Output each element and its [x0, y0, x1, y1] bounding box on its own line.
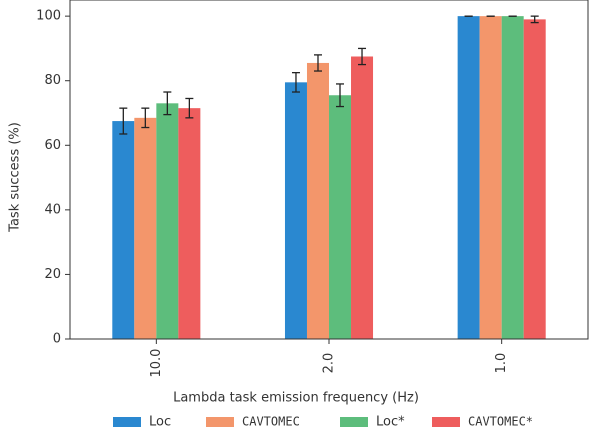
y-axis-label: Task success (%) [8, 122, 23, 233]
error-bar [185, 97, 194, 119]
y-tick-label: 100 [36, 9, 61, 24]
bar [306, 62, 329, 339]
legend-swatch [340, 417, 368, 427]
legend-swatch [113, 417, 141, 427]
x-axis-label: Lambda task emission frequency (Hz) [173, 391, 419, 406]
error-bar [291, 71, 300, 93]
error-bar [119, 107, 128, 135]
bar [134, 117, 157, 339]
error-bar [530, 15, 539, 24]
error-bar [336, 83, 345, 108]
bar [112, 121, 135, 339]
error-bar [313, 54, 322, 72]
bar [479, 16, 502, 340]
y-tick-label: 20 [44, 267, 61, 282]
error-bar [141, 107, 150, 129]
legend-label: CAVTOMEC* [468, 415, 533, 429]
bar [178, 108, 201, 340]
bar [523, 19, 546, 339]
bar [457, 16, 480, 340]
bar [156, 103, 179, 339]
y-tick-label: 60 [44, 138, 61, 153]
y-tick-label: 80 [44, 73, 61, 88]
x-tick-label: 2.0 [322, 353, 337, 374]
plot-frame [69, 0, 589, 340]
legend-swatch [432, 417, 460, 427]
y-tick-label: 0 [53, 332, 61, 347]
legend-label: Loc [149, 415, 171, 430]
bar [329, 95, 352, 339]
error-bar [163, 91, 172, 116]
legend-swatch [206, 417, 234, 427]
bar [351, 56, 374, 339]
bar [284, 82, 307, 339]
y-tick-label: 40 [44, 202, 61, 217]
x-tick-label: 1.0 [494, 353, 509, 374]
legend-label: Loc* [376, 415, 405, 430]
x-tick-label: 10.0 [149, 349, 164, 378]
bar [501, 16, 524, 340]
legend-label: CAVTOMEC [242, 415, 300, 429]
error-bar [358, 47, 367, 66]
